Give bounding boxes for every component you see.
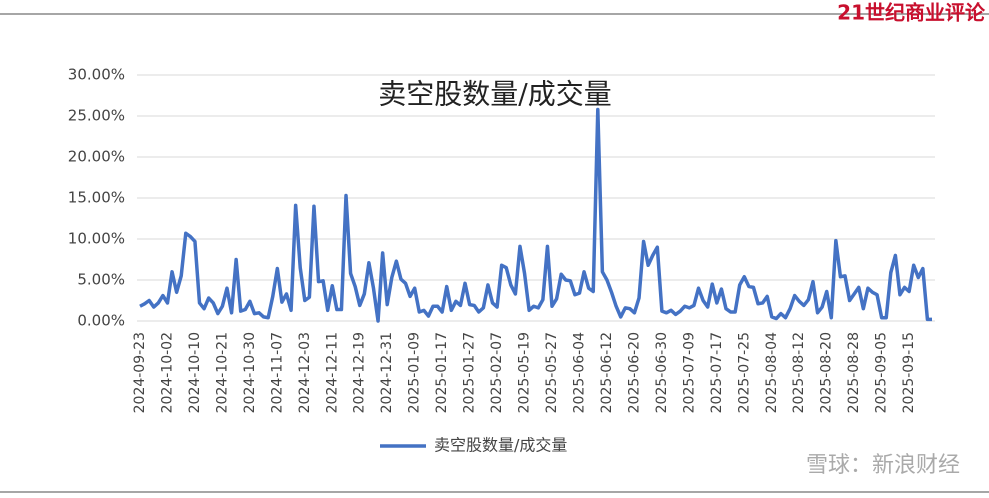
series-line	[139, 107, 932, 323]
x-tick-label: 2025-01-09	[407, 332, 423, 413]
x-tick-label: 2025-05-19	[517, 332, 533, 413]
x-tick-label: 2025-07-17	[709, 332, 725, 413]
x-tick-label: 2024-12-03	[297, 332, 313, 413]
x-tick-label: 2024-12-19	[352, 332, 368, 413]
x-tick-label: 2025-08-28	[846, 332, 862, 413]
y-tick-label: 20.00%	[68, 148, 125, 166]
x-tick-label: 2025-06-12	[599, 332, 615, 413]
y-tick-label: 5.00%	[77, 271, 125, 289]
x-tick-label: 2025-09-15	[901, 332, 917, 413]
legend-label: 卖空股数量/成交量	[434, 436, 567, 455]
x-tick-label: 2025-01-27	[462, 332, 478, 413]
x-tick-label: 2025-05-27	[544, 332, 560, 413]
x-tick-label: 2024-12-31	[379, 332, 395, 413]
y-tick-label: 10.00%	[68, 230, 125, 248]
x-tick-label: 2025-07-09	[681, 332, 697, 413]
x-tick-label: 2025-08-04	[764, 332, 780, 413]
x-tick-label: 2025-09-05	[874, 332, 890, 413]
x-tick-label: 2024-10-10	[187, 332, 203, 413]
y-tick-label: 0.00%	[77, 312, 125, 330]
x-tick-label: 2025-06-20	[626, 332, 642, 413]
x-tick-label: 2025-06-30	[654, 332, 670, 413]
y-tick-label: 15.00%	[68, 189, 125, 207]
x-tick-label: 2025-08-12	[791, 332, 807, 413]
y-tick-label: 30.00%	[68, 66, 125, 84]
x-tick-label: 2025-06-04	[571, 332, 587, 413]
x-tick-label: 2024-12-11	[324, 332, 340, 413]
brand: 21世纪商业评论	[837, 1, 986, 25]
x-tick-label: 2024-09-23	[132, 332, 148, 413]
x-tick-label: 2025-07-25	[736, 332, 752, 413]
x-tick-label: 2024-11-07	[269, 332, 285, 413]
watermark: 雪球：新浪财经	[806, 453, 960, 478]
x-tick-label: 2024-10-02	[159, 332, 175, 413]
y-tick-label: 25.00%	[68, 107, 125, 125]
x-tick-label: 2025-01-17	[434, 332, 450, 413]
chart-title: 卖空股数量/成交量	[378, 78, 611, 111]
x-tick-label: 2024-10-30	[242, 332, 258, 413]
x-tick-label: 2024-10-21	[214, 332, 230, 413]
x-tick-label: 2025-02-07	[489, 332, 505, 413]
x-tick-label: 2025-08-20	[819, 332, 835, 413]
